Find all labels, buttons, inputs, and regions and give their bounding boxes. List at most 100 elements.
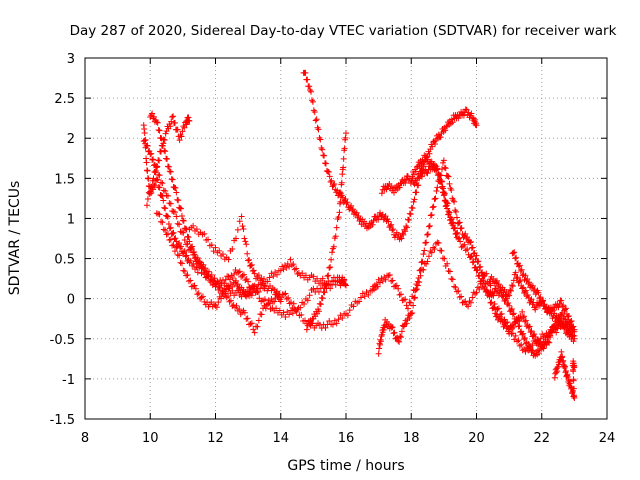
- data-point-marker: [328, 177, 335, 184]
- data-point-marker: [377, 338, 384, 345]
- data-point-marker: [326, 173, 333, 180]
- data-point-marker: [240, 271, 247, 278]
- data-point-marker: [302, 69, 309, 76]
- data-point-marker: [306, 292, 313, 299]
- data-point-marker: [329, 249, 336, 256]
- data-point-marker: [289, 310, 296, 317]
- data-point-marker: [233, 235, 240, 242]
- data-point-marker: [274, 288, 281, 295]
- data-point-marker: [465, 303, 472, 310]
- y-tick-label: -1.5: [50, 413, 75, 428]
- data-point-marker: [321, 152, 328, 159]
- data-point-marker: [437, 134, 444, 141]
- data-point-marker: [336, 189, 343, 196]
- data-point-marker: [476, 272, 483, 279]
- data-point-marker: [450, 219, 457, 226]
- data-point-marker: [285, 294, 292, 301]
- data-point-marker: [404, 305, 411, 312]
- y-tick-label: 1.5: [54, 172, 75, 187]
- data-point-marker: [455, 288, 462, 295]
- data-point-marker: [512, 269, 519, 276]
- data-point-marker: [162, 148, 169, 155]
- data-point-marker: [518, 266, 525, 273]
- data-point-marker: [158, 135, 165, 142]
- data-point-marker: [176, 252, 183, 259]
- data-point-marker: [248, 320, 255, 327]
- data-point-marker: [385, 272, 392, 279]
- data-point-marker: [432, 240, 439, 247]
- data-point-marker: [256, 295, 263, 302]
- data-point-marker: [381, 324, 388, 331]
- data-point-marker: [527, 329, 534, 336]
- data-point-marker: [527, 344, 534, 351]
- data-point-marker: [506, 292, 513, 299]
- data-point-marker: [311, 109, 318, 116]
- data-point-marker: [290, 300, 297, 307]
- data-point-marker: [227, 281, 234, 288]
- data-point-marker: [166, 168, 173, 175]
- data-point-marker: [365, 291, 372, 298]
- data-point-marker: [528, 296, 535, 303]
- data-point-marker: [453, 288, 460, 295]
- data-point-marker: [472, 290, 479, 297]
- x-tick-label: 14: [272, 431, 289, 446]
- data-point-marker: [181, 248, 188, 255]
- data-point-marker: [355, 212, 362, 219]
- data-point-marker: [150, 175, 157, 182]
- data-point-marker: [323, 280, 330, 287]
- data-point-marker: [156, 184, 163, 191]
- data-point-marker: [333, 224, 340, 231]
- data-point-marker: [444, 173, 451, 180]
- data-point-marker: [428, 211, 435, 218]
- data-point-marker: [459, 242, 466, 249]
- data-point-marker: [212, 244, 219, 251]
- data-point-marker: [187, 257, 194, 264]
- data-point-marker: [180, 267, 187, 274]
- data-point-marker: [420, 251, 427, 258]
- data-point-marker: [317, 136, 324, 143]
- data-point-marker: [453, 214, 460, 221]
- data-point-marker: [411, 294, 418, 301]
- data-point-marker: [473, 267, 480, 274]
- data-point-marker: [155, 184, 162, 191]
- data-point-marker: [512, 255, 519, 262]
- data-point-marker: [176, 137, 183, 144]
- data-point-marker: [170, 241, 177, 248]
- data-point-marker: [427, 212, 434, 219]
- data-point-marker: [325, 272, 332, 279]
- data-point-marker: [164, 213, 171, 220]
- data-point-marker: [210, 248, 217, 255]
- data-point-marker: [288, 299, 295, 306]
- data-point-marker: [456, 219, 463, 226]
- data-point-marker: [378, 190, 385, 197]
- data-point-marker: [246, 256, 253, 263]
- data-point-marker: [516, 322, 523, 329]
- data-point-marker: [455, 220, 462, 227]
- y-tick-label: -1: [62, 373, 75, 388]
- data-point-marker: [144, 167, 151, 174]
- data-point-marker: [565, 313, 572, 320]
- data-point-marker: [510, 310, 517, 317]
- data-point-marker: [287, 256, 294, 263]
- data-point-marker: [408, 310, 415, 317]
- data-point-marker: [304, 297, 311, 304]
- data-point-marker: [571, 326, 578, 333]
- data-point-marker: [514, 274, 521, 281]
- data-point-marker: [162, 205, 169, 212]
- series-track-f: [186, 213, 268, 289]
- data-point-marker: [201, 230, 208, 237]
- data-point-marker: [397, 334, 404, 341]
- data-point-marker: [570, 376, 577, 383]
- data-point-marker: [522, 287, 529, 294]
- data-point-marker: [514, 317, 521, 324]
- data-point-marker: [247, 320, 254, 327]
- data-point-marker: [430, 244, 437, 251]
- y-tick-label: 2.5: [54, 92, 75, 107]
- data-point-marker: [275, 291, 282, 298]
- data-point-marker: [141, 137, 148, 144]
- data-point-marker: [175, 197, 182, 204]
- data-point-marker: [242, 277, 249, 284]
- series-track-e: [153, 210, 284, 311]
- data-point-marker: [379, 278, 386, 285]
- data-point-marker: [448, 275, 455, 282]
